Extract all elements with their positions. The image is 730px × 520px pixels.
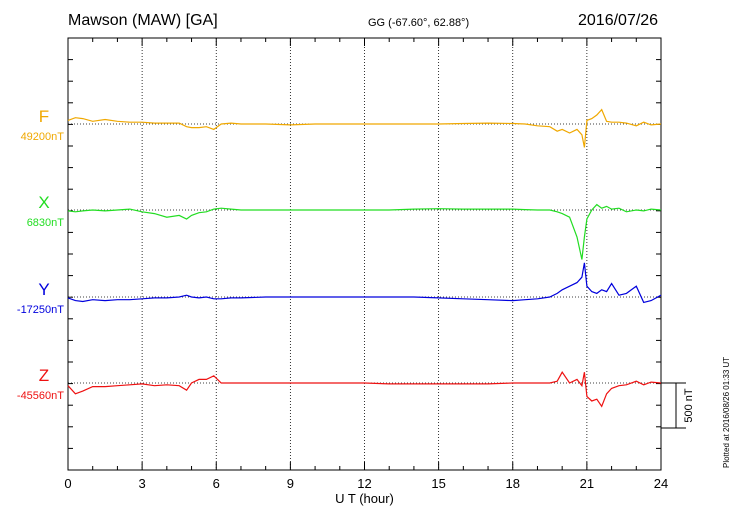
scale-bar-label: 500 nT bbox=[683, 388, 695, 423]
x-tick-label: 21 bbox=[580, 476, 594, 491]
x-tick-label: 0 bbox=[64, 476, 71, 491]
x-axis-label: U T (hour) bbox=[335, 491, 394, 506]
x-tick-label: 6 bbox=[213, 476, 220, 491]
x-tick-label: 24 bbox=[654, 476, 668, 491]
x-tick-label: 12 bbox=[357, 476, 371, 491]
chart-title: Mawson (MAW) [GA] bbox=[68, 12, 218, 29]
series-line-f bbox=[67, 108, 662, 148]
series-name-x: X bbox=[38, 193, 49, 212]
series-line-z bbox=[67, 371, 662, 408]
series-name-f: F bbox=[39, 107, 49, 126]
series-baseline-label-f: 49200nT bbox=[21, 131, 65, 143]
x-tick-label: 18 bbox=[506, 476, 520, 491]
series-baseline-label-x: 6830nT bbox=[27, 217, 65, 229]
x-tick-label: 15 bbox=[431, 476, 445, 491]
series-name-z: Z bbox=[39, 366, 49, 385]
x-tick-label: 3 bbox=[139, 476, 146, 491]
series-baseline-label-z: -45560nT bbox=[17, 390, 64, 402]
chart-coordinates: GG (-67.60°, 62.88°) bbox=[368, 17, 470, 29]
chart-date: 2016/07/26 bbox=[578, 12, 659, 29]
series-line-y bbox=[67, 262, 662, 304]
plotted-timestamp: Plotted at 2016/08/26 01:33 UT bbox=[722, 356, 730, 468]
series-name-y: Y bbox=[38, 280, 49, 299]
x-tick-label: 9 bbox=[287, 476, 294, 491]
series-line-x bbox=[67, 203, 662, 260]
series-baseline-label-y: -17250nT bbox=[17, 304, 64, 316]
